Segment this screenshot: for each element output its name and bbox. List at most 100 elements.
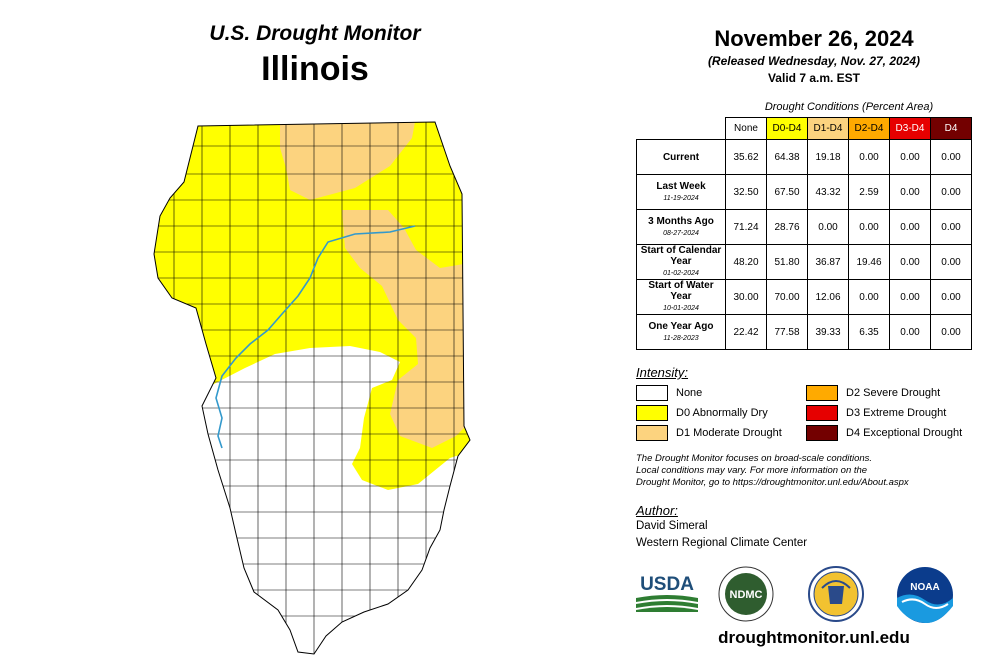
table-row: Start of Calendar Year 01-02-2024 48.20 5… — [636, 244, 972, 280]
table-cell: 0.00 — [930, 244, 972, 280]
legend-label: D3 Extreme Drought — [846, 407, 947, 419]
legend-swatch — [636, 385, 668, 401]
note-line: Local conditions may vary. For more info… — [636, 465, 868, 476]
table-cell: 0.00 — [889, 209, 931, 245]
legend-label: D2 Severe Drought — [846, 387, 941, 399]
doc-seal-icon — [808, 566, 864, 622]
row-date: 11-19-2024 — [663, 194, 699, 202]
valid-time: Valid 7 a.m. EST — [767, 71, 861, 85]
table-cell: 6.35 — [848, 314, 890, 350]
row-label: Current — [662, 151, 700, 163]
table-cell: 0.00 — [930, 139, 972, 175]
table-cell: 0.00 — [930, 209, 972, 245]
map-date: November 26, 2024 — [714, 26, 914, 51]
column-header: D3-D4 — [889, 117, 931, 140]
table-cell: 0.00 — [889, 174, 931, 210]
legend-item-d0: D0 Abnormally Dry — [636, 405, 768, 421]
table-row: Current 35.62 64.38 19.18 0.00 0.00 0.00 — [636, 139, 972, 175]
table-cell: 2.59 — [848, 174, 890, 210]
legend-swatch — [636, 405, 668, 421]
table-header-row: None D0-D4 D1-D4 D2-D4 D3-D4 D4 — [637, 117, 972, 140]
drought-conditions-table: None D0-D4 D1-D4 D2-D4 D3-D4 D4 Current … — [636, 117, 972, 350]
table-cell: 0.00 — [848, 139, 890, 175]
ndmc-logo-icon: NDMC — [718, 566, 774, 622]
illinois-drought-map — [153, 121, 471, 655]
column-header: D4 — [930, 117, 972, 140]
row-date: 11-28-2023 — [663, 334, 699, 342]
table-cell: 70.00 — [766, 279, 808, 315]
table-cell: 28.76 — [766, 209, 808, 245]
table-cell: 12.06 — [807, 279, 849, 315]
row-label: 3 Months Ago — [648, 215, 714, 227]
illinois-river — [215, 225, 416, 449]
table-cell: 0.00 — [889, 244, 931, 280]
table-cell: 32.50 — [725, 174, 767, 210]
release-date: (Released Wednesday, Nov. 27, 2024) — [707, 54, 921, 68]
table-cell: 30.00 — [725, 279, 767, 315]
row-date: 08-27-2024 — [663, 229, 699, 237]
table-cell: 0.00 — [807, 209, 849, 245]
usda-logo-icon: USDA — [636, 574, 698, 612]
legend-item-d2: D2 Severe Drought — [806, 385, 940, 401]
row-label: Start of Water Year — [648, 280, 714, 302]
table-cell: 39.33 — [807, 314, 849, 350]
map-title: U.S. Drought Monitor — [209, 22, 421, 45]
state-outline — [153, 121, 471, 655]
row-label: Last Week — [656, 180, 706, 192]
table-cell: 48.20 — [725, 244, 767, 280]
table-cell: 19.18 — [807, 139, 849, 175]
legend-title: Intensity: — [636, 365, 689, 380]
table-row: 3 Months Ago 08-27-2024 71.24 28.76 0.00 … — [636, 209, 972, 245]
row-header: Start of Calendar Year 01-02-2024 — [636, 244, 726, 280]
table-cell: 0.00 — [930, 314, 972, 350]
footer-url: droughtmonitor.unl.edu — [718, 628, 910, 647]
legend-label: D1 Moderate Drought — [676, 427, 782, 439]
noaa-logo-icon: NOAA — [897, 567, 953, 624]
legend-item-d1: D1 Moderate Drought — [636, 425, 782, 441]
column-header: D1-D4 — [807, 117, 849, 140]
table-row: Last Week 11-19-2024 32.50 67.50 43.32 2.… — [636, 174, 972, 210]
table-cell: 36.87 — [807, 244, 849, 280]
table-cell: 0.00 — [848, 209, 890, 245]
row-header: 3 Months Ago 08-27-2024 — [636, 209, 726, 245]
legend-label: D4 Exceptional Drought — [846, 427, 963, 439]
column-header: None — [725, 117, 767, 140]
legend-item-d3: D3 Extreme Drought — [806, 405, 946, 421]
row-header: Last Week 11-19-2024 — [636, 174, 726, 210]
table-cell: 19.46 — [848, 244, 890, 280]
row-header: Current — [636, 139, 726, 175]
column-header: D2-D4 — [848, 117, 890, 140]
table-row: One Year Ago 11-28-2023 22.42 77.58 39.33… — [636, 314, 972, 350]
row-label: One Year Ago — [648, 320, 714, 332]
note-line: The Drought Monitor focuses on broad-sca… — [636, 453, 873, 464]
legend-swatch — [806, 385, 838, 401]
d1-area-east — [342, 210, 470, 448]
legend-label: D0 Abnormally Dry — [676, 407, 768, 419]
row-header: Start of Water Year 10-01-2024 — [636, 279, 726, 315]
noaa-logo-text: NOAA — [910, 582, 939, 593]
legend-swatch — [636, 425, 668, 441]
legend-label: None — [676, 387, 703, 399]
legend-swatch — [806, 405, 838, 421]
table-cell: 22.42 — [725, 314, 767, 350]
table-cell: 0.00 — [889, 139, 931, 175]
ndmc-logo-text: NDMC — [730, 589, 763, 601]
table-cell: 67.50 — [766, 174, 808, 210]
author-org: Western Regional Climate Center — [636, 537, 808, 549]
row-header: One Year Ago 11-28-2023 — [636, 314, 726, 350]
table-cell: 64.38 — [766, 139, 808, 175]
table-cell: 51.80 — [766, 244, 808, 280]
table-cell: 77.58 — [766, 314, 808, 350]
author-name: David Simeral — [636, 520, 708, 532]
row-date: 01-02-2024 — [663, 270, 699, 277]
table-row: Start of Water Year 10-01-2024 30.00 70.0… — [636, 279, 972, 315]
table-cell: 35.62 — [725, 139, 767, 175]
row-label: Start of Calendar Year — [640, 245, 722, 267]
table-cell: 0.00 — [848, 279, 890, 315]
usda-logo-text: USDA — [640, 574, 694, 595]
row-date: 10-01-2024 — [663, 305, 699, 312]
column-header: D0-D4 — [766, 117, 808, 140]
legend-item-d4: D4 Exceptional Drought — [806, 425, 962, 441]
table-cell: 0.00 — [889, 314, 931, 350]
legend-swatch — [806, 425, 838, 441]
